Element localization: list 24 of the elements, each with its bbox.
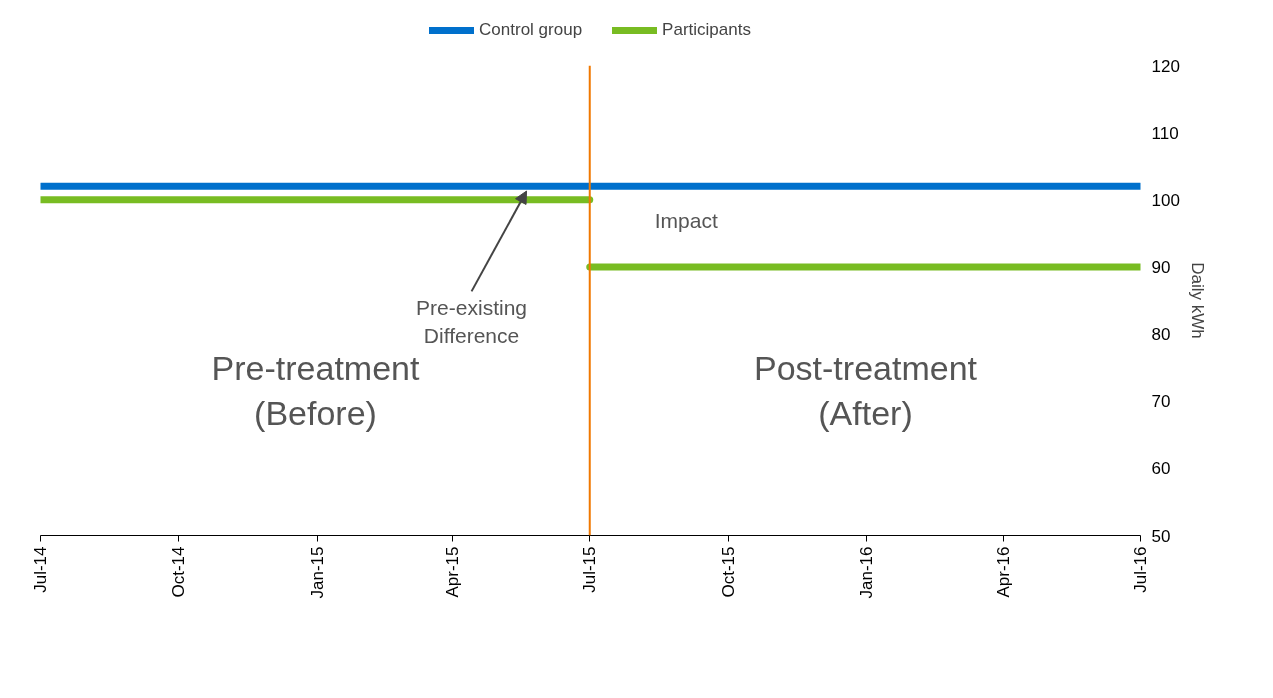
x-tick-label: Apr-16 bbox=[994, 546, 1014, 598]
x-tick-label: Apr-15 bbox=[443, 546, 463, 598]
x-tick-label: Jul-15 bbox=[580, 546, 600, 593]
x-tick-label: Jan-15 bbox=[307, 546, 327, 599]
x-tick-label: Oct-15 bbox=[718, 546, 738, 598]
y-tick-label: 70 bbox=[1151, 392, 1171, 412]
annotation: Pre-existing Difference bbox=[416, 296, 527, 347]
y-axis-title: Daily kWh bbox=[1187, 262, 1207, 339]
y-tick-label: 50 bbox=[1151, 526, 1171, 546]
x-tick-label: Jul-14 bbox=[31, 546, 50, 593]
annotation: Impact bbox=[654, 209, 718, 232]
y-tick-label: 60 bbox=[1151, 459, 1171, 479]
legend-label: Control group bbox=[479, 20, 583, 40]
y-tick-label: 90 bbox=[1151, 257, 1171, 277]
annotation: Pre-treatment (Before) bbox=[211, 348, 420, 433]
y-tick-label: 120 bbox=[1151, 56, 1180, 76]
x-tick-label: Jul-16 bbox=[1131, 546, 1150, 593]
x-tick-label: Oct-14 bbox=[169, 546, 189, 598]
legend-label: Participants bbox=[662, 20, 751, 40]
x-tick-label: Jan-16 bbox=[857, 546, 877, 599]
y-tick-label: 80 bbox=[1151, 325, 1171, 345]
y-tick-label: 110 bbox=[1151, 123, 1179, 143]
y-tick-label: 100 bbox=[1151, 190, 1180, 210]
annotation: Post-treatment (After) bbox=[754, 348, 978, 433]
